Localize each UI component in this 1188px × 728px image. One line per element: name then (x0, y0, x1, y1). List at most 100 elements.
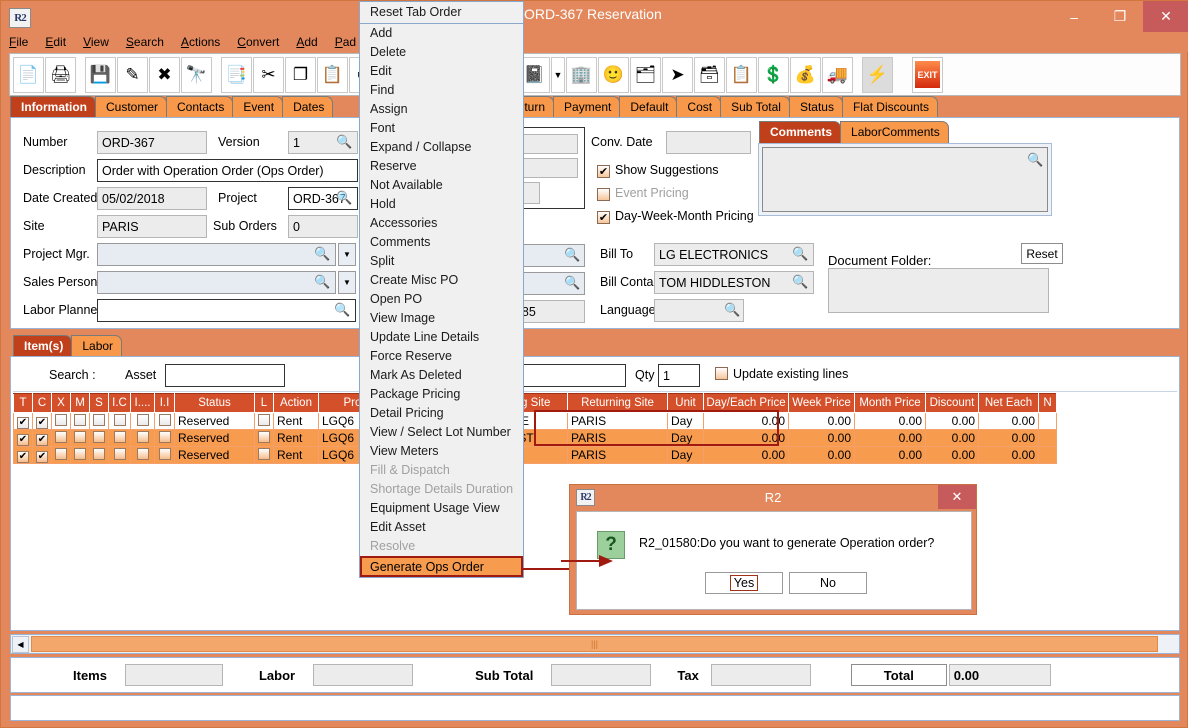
menu-search[interactable]: Search (125, 35, 164, 49)
cut-scissors-icon[interactable]: ✂ (253, 56, 284, 93)
cell-net_each[interactable]: 0.00 (978, 446, 1039, 464)
cell-i1[interactable] (154, 429, 175, 447)
folder-clock-icon[interactable]: 🗂 (630, 56, 661, 93)
cell-i2[interactable] (130, 412, 155, 430)
comments-textarea[interactable] (762, 147, 1048, 212)
copy-icon[interactable]: ❐ (285, 56, 316, 93)
menu-edit[interactable]: Edit (45, 35, 67, 49)
money-forward-icon[interactable]: 💲 (758, 56, 789, 93)
col-header-discount[interactable]: Discount (925, 393, 979, 413)
sub-orders-field[interactable]: 0 (288, 215, 358, 238)
context-menu-item-hold[interactable]: Hold (370, 197, 396, 211)
context-menu-item-view-image[interactable]: View Image (370, 311, 436, 325)
checkbox-i1[interactable] (158, 413, 171, 426)
print-icon[interactable]: 🖨 (45, 56, 76, 93)
cell-ic[interactable] (108, 446, 131, 464)
cell-month_price[interactable]: 0.00 (854, 446, 926, 464)
description-field[interactable]: Order with Operation Order (Ops Order) (97, 159, 358, 182)
cell-n[interactable] (1038, 412, 1057, 430)
cell-x[interactable] (51, 446, 71, 464)
cell-t[interactable]: ✔ (13, 429, 33, 447)
cell-action[interactable]: Rent (273, 446, 319, 464)
tab-contacts[interactable]: Contacts (166, 96, 234, 118)
checkbox-l[interactable] (258, 430, 270, 443)
tab-customer[interactable]: Customer (95, 96, 168, 118)
sales-person-dropdown[interactable]: ▼ (338, 271, 356, 294)
tab-event[interactable]: Event (232, 96, 284, 118)
cell-t[interactable]: ✔ (13, 446, 33, 464)
col-header-status[interactable]: Status (174, 393, 255, 413)
checkbox-s[interactable] (93, 430, 105, 443)
context-menu-header[interactable]: Reset Tab Order (360, 2, 523, 24)
middle-lookup-1-icon[interactable] (564, 247, 581, 263)
checkbox-m[interactable] (74, 413, 86, 426)
col-header-returning[interactable]: Returning Site (567, 393, 668, 413)
context-menu-item-font[interactable]: Font (370, 121, 396, 135)
checkbox-t[interactable]: ✔ (17, 433, 29, 446)
edit-pencil-icon[interactable]: ✎ (117, 56, 148, 93)
context-menu-item-find[interactable]: Find (370, 83, 395, 97)
checkbox-i2[interactable] (136, 413, 149, 426)
context-menu-item-split[interactable]: Split (370, 254, 395, 268)
asset-input[interactable] (165, 364, 285, 387)
cell-m[interactable] (70, 429, 90, 447)
checkbox-l[interactable] (258, 447, 270, 460)
col-header-c[interactable]: C (32, 393, 52, 413)
document-folder-field[interactable] (828, 268, 1049, 313)
checkbox-m[interactable] (74, 447, 86, 460)
checkbox-c[interactable]: ✔ (36, 450, 48, 463)
col-header-ic[interactable]: I.C (108, 393, 131, 413)
cell-x[interactable] (51, 412, 71, 430)
cell-discount[interactable]: 0.00 (925, 412, 979, 430)
sales-person-field[interactable] (97, 271, 336, 294)
context-menu-item-create-misc-po[interactable]: Create Misc PO (370, 273, 459, 287)
context-menu-item-add[interactable]: Add (370, 26, 393, 40)
tab-status[interactable]: Status (788, 96, 843, 118)
col-header-l[interactable]: L (254, 393, 274, 413)
checkbox-t[interactable]: ✔ (17, 416, 29, 429)
cell-m[interactable] (70, 446, 90, 464)
maximize-button[interactable]: ❐ (1113, 8, 1127, 24)
context-menu-item-view-meters[interactable]: View Meters (370, 444, 439, 458)
col-header-n[interactable]: N (1038, 393, 1057, 413)
cell-l[interactable] (254, 412, 274, 430)
scroll-thumb[interactable]: ||| (31, 636, 1158, 652)
lightning-icon[interactable]: ⚡ (862, 56, 893, 93)
cell-s[interactable] (89, 446, 109, 464)
tab-flat-discounts[interactable]: Flat Discounts (841, 96, 938, 118)
labor-planner-field[interactable] (97, 299, 356, 322)
project-mgr-search-icon[interactable] (314, 246, 331, 262)
horizontal-scrollbar[interactable]: ◀ ||| (10, 634, 1180, 654)
language-field[interactable] (654, 299, 744, 322)
col-header-i2[interactable]: I.... (130, 393, 155, 413)
menu-actions[interactable]: Actions (180, 35, 221, 49)
tab-cost[interactable]: Cost (676, 96, 722, 118)
context-menu-item-edit[interactable]: Edit (370, 64, 392, 78)
cell-x[interactable] (51, 429, 71, 447)
cell-action[interactable]: Rent (273, 429, 319, 447)
product-input[interactable] (518, 364, 626, 387)
dialog-yes-button[interactable]: Yes (705, 572, 783, 594)
cell-t[interactable]: ✔ (13, 412, 33, 430)
context-menu-item-reserve[interactable]: Reserve (370, 159, 417, 173)
dialog-close-button[interactable]: ✕ (938, 485, 976, 509)
project-mgr-field[interactable] (97, 243, 336, 266)
checkbox-ic[interactable] (113, 430, 126, 443)
total-button[interactable]: Total (850, 664, 947, 686)
day-week-month-checkbox[interactable]: ✔ (597, 211, 610, 224)
comments-search-icon[interactable] (1027, 152, 1044, 168)
menu-view[interactable]: View (83, 35, 109, 49)
col-header-action[interactable]: Action (273, 393, 319, 413)
col-header-day_price[interactable]: Day/Each Price (703, 393, 789, 413)
cell-m[interactable] (70, 412, 90, 430)
exit-button[interactable]: EXIT (912, 56, 943, 93)
context-menu-item-package-pricing[interactable]: Package Pricing (370, 387, 461, 401)
tab-laborcomments[interactable]: LaborComments (840, 121, 949, 143)
checkbox-x[interactable] (55, 447, 67, 460)
table-row[interactable]: ✔✔ReservedRentLGQ65BERLINPARISDay0.000.0… (13, 446, 1057, 464)
checkbox-i2[interactable] (136, 447, 149, 460)
cell-net_each[interactable]: 0.00 (978, 412, 1039, 430)
tab-sub-total[interactable]: Sub Total (720, 96, 790, 118)
checkbox-t[interactable]: ✔ (17, 450, 29, 463)
cell-day_price[interactable]: 0.00 (703, 429, 789, 447)
